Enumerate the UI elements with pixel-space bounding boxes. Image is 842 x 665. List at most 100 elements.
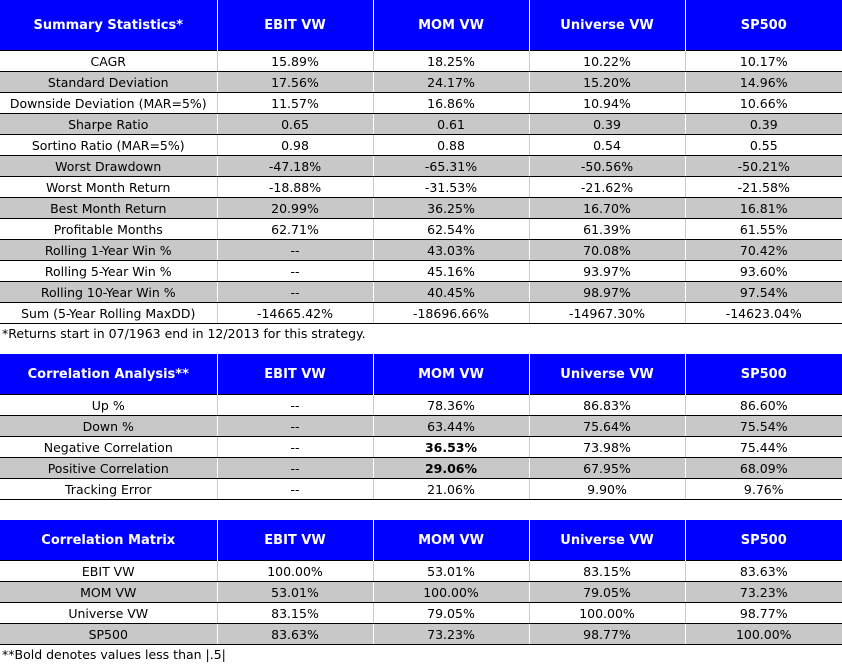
table-row: Tracking Error -- 21.06% 9.90% 9.76% bbox=[0, 478, 842, 500]
correlation-analysis-table: Correlation Analysis** EBIT VW MOM VW Un… bbox=[0, 354, 842, 500]
correlation-analysis-title: Correlation Analysis** bbox=[0, 354, 218, 395]
cell-value: 100.00% bbox=[217, 560, 374, 582]
row-label: Up % bbox=[0, 394, 218, 416]
table-row: Negative Correlation -- 36.53% 73.98% 75… bbox=[0, 436, 842, 458]
table-row: Downside Deviation (MAR=5%) 11.57% 16.86… bbox=[0, 92, 842, 114]
cell-value: 9.90% bbox=[529, 478, 686, 500]
cell-value: 0.55 bbox=[685, 134, 842, 156]
cell-value: 73.23% bbox=[685, 581, 842, 603]
row-label: Worst Drawdown bbox=[0, 155, 218, 177]
cell-value: -14623.04% bbox=[685, 302, 842, 324]
row-label: MOM VW bbox=[0, 581, 218, 603]
cell-value: 98.77% bbox=[529, 623, 686, 645]
row-label: Rolling 10-Year Win % bbox=[0, 281, 218, 303]
table-row: Worst Month Return -18.88% -31.53% -21.6… bbox=[0, 176, 842, 198]
bold-footnote: **Bold denotes values less than |.5| bbox=[2, 647, 226, 662]
row-label: EBIT VW bbox=[0, 560, 218, 582]
cell-value: 10.22% bbox=[529, 50, 686, 72]
cell-value: 16.86% bbox=[373, 92, 530, 114]
cell-value: 83.63% bbox=[217, 623, 374, 645]
row-label: Sum (5-Year Rolling MaxDD) bbox=[0, 302, 218, 324]
table-row: Profitable Months 62.71% 62.54% 61.39% 6… bbox=[0, 218, 842, 240]
cell-value: 24.17% bbox=[373, 71, 530, 93]
col-header-sp500: SP500 bbox=[685, 354, 842, 395]
col-header-sp500: SP500 bbox=[685, 520, 842, 561]
col-header-mom-vw: MOM VW bbox=[373, 0, 530, 51]
cell-value: 18.25% bbox=[373, 50, 530, 72]
cell-value: 63.44% bbox=[373, 415, 530, 437]
table-row: EBIT VW 100.00% 53.01% 83.15% 83.63% bbox=[0, 560, 842, 582]
col-header-ebit-vw: EBIT VW bbox=[217, 520, 374, 561]
row-label: Standard Deviation bbox=[0, 71, 218, 93]
cell-value: -- bbox=[217, 478, 374, 500]
cell-value: -- bbox=[217, 394, 374, 416]
row-label: SP500 bbox=[0, 623, 218, 645]
cell-value: -- bbox=[217, 260, 374, 282]
cell-value: 0.88 bbox=[373, 134, 530, 156]
summary-header-row: Summary Statistics* EBIT VW MOM VW Unive… bbox=[0, 0, 842, 51]
table-row: Sum (5-Year Rolling MaxDD) -14665.42% -1… bbox=[0, 302, 842, 324]
cell-value: 62.54% bbox=[373, 218, 530, 240]
correlation-matrix-header-row: Correlation Matrix EBIT VW MOM VW Univer… bbox=[0, 520, 842, 561]
row-label: Negative Correlation bbox=[0, 436, 218, 458]
cell-value: 97.54% bbox=[685, 281, 842, 303]
cell-value: 0.54 bbox=[529, 134, 686, 156]
cell-value: 0.39 bbox=[685, 113, 842, 135]
row-label: Profitable Months bbox=[0, 218, 218, 240]
cell-value: 61.39% bbox=[529, 218, 686, 240]
cell-value: 100.00% bbox=[685, 623, 842, 645]
row-label: Best Month Return bbox=[0, 197, 218, 219]
cell-value: 10.94% bbox=[529, 92, 686, 114]
table-row: Worst Drawdown -47.18% -65.31% -50.56% -… bbox=[0, 155, 842, 177]
table-row: Positive Correlation -- 29.06% 67.95% 68… bbox=[0, 457, 842, 479]
table-row: Standard Deviation 17.56% 24.17% 15.20% … bbox=[0, 71, 842, 93]
cell-value: -50.21% bbox=[685, 155, 842, 177]
cell-value: -18696.66% bbox=[373, 302, 530, 324]
table-row: Sharpe Ratio 0.65 0.61 0.39 0.39 bbox=[0, 113, 842, 135]
cell-value: 14.96% bbox=[685, 71, 842, 93]
cell-value: -14665.42% bbox=[217, 302, 374, 324]
cell-value-bold: 29.06% bbox=[373, 457, 530, 479]
table-row: Rolling 10-Year Win % -- 40.45% 98.97% 9… bbox=[0, 281, 842, 303]
cell-value: -- bbox=[217, 415, 374, 437]
row-label: CAGR bbox=[0, 50, 218, 72]
cell-value: 17.56% bbox=[217, 71, 374, 93]
col-header-ebit-vw: EBIT VW bbox=[217, 0, 374, 51]
table-row: CAGR 15.89% 18.25% 10.22% 10.17% bbox=[0, 50, 842, 72]
table-row: Up % -- 78.36% 86.83% 86.60% bbox=[0, 394, 842, 416]
cell-value: 86.83% bbox=[529, 394, 686, 416]
col-header-ebit-vw: EBIT VW bbox=[217, 354, 374, 395]
cell-value: 75.64% bbox=[529, 415, 686, 437]
cell-value: 79.05% bbox=[373, 602, 530, 624]
cell-value: 68.09% bbox=[685, 457, 842, 479]
returns-footnote: *Returns start in 07/1963 end in 12/2013… bbox=[2, 326, 366, 341]
correlation-matrix-title: Correlation Matrix bbox=[0, 520, 218, 561]
row-label: Tracking Error bbox=[0, 478, 218, 500]
section-spacer bbox=[0, 344, 842, 354]
cell-value: 53.01% bbox=[373, 560, 530, 582]
cell-value: 16.81% bbox=[685, 197, 842, 219]
cell-value: 45.16% bbox=[373, 260, 530, 282]
table-row: Best Month Return 20.99% 36.25% 16.70% 1… bbox=[0, 197, 842, 219]
cell-value: -- bbox=[217, 436, 374, 458]
cell-value: 0.98 bbox=[217, 134, 374, 156]
cell-value: 78.36% bbox=[373, 394, 530, 416]
section-spacer bbox=[0, 500, 842, 520]
cell-value: -- bbox=[217, 281, 374, 303]
cell-value: 62.71% bbox=[217, 218, 374, 240]
cell-value: 53.01% bbox=[217, 581, 374, 603]
cell-value: 11.57% bbox=[217, 92, 374, 114]
cell-value-bold: 36.53% bbox=[373, 436, 530, 458]
cell-value: 21.06% bbox=[373, 478, 530, 500]
cell-value: 75.54% bbox=[685, 415, 842, 437]
cell-value: 10.17% bbox=[685, 50, 842, 72]
cell-value: 16.70% bbox=[529, 197, 686, 219]
table-row: Down % -- 63.44% 75.64% 75.54% bbox=[0, 415, 842, 437]
cell-value: -- bbox=[217, 457, 374, 479]
table-row: Universe VW 83.15% 79.05% 100.00% 98.77% bbox=[0, 602, 842, 624]
cell-value: -21.58% bbox=[685, 176, 842, 198]
cell-value: 40.45% bbox=[373, 281, 530, 303]
cell-value: 83.15% bbox=[529, 560, 686, 582]
row-label: Worst Month Return bbox=[0, 176, 218, 198]
table-row: Sortino Ratio (MAR=5%) 0.98 0.88 0.54 0.… bbox=[0, 134, 842, 156]
